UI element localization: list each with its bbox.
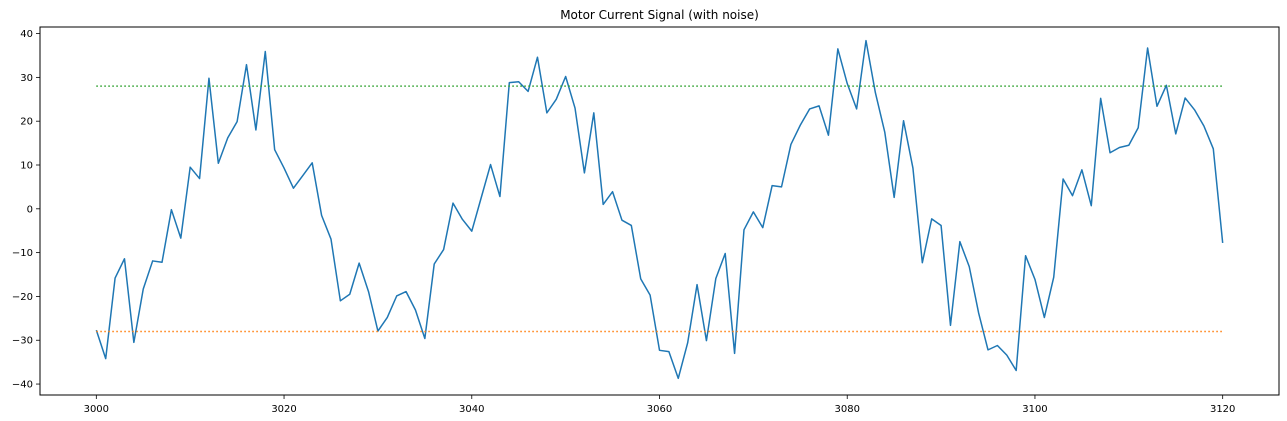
signal-line-0 <box>95 39 1224 380</box>
y-tick-label: 30 <box>20 73 33 84</box>
x-tick-label: 3060 <box>647 404 672 415</box>
y-tick-label: −40 <box>12 380 33 391</box>
y-tick-label: −30 <box>12 336 33 347</box>
y-tick-label: −10 <box>12 248 33 259</box>
axes-layer: 3000 3020 3040 3060 3080 3100 3120−40−30−20−10… <box>12 29 1236 415</box>
x-tick-label: 3020 <box>271 404 296 415</box>
x-tick-label: 3100 <box>1022 404 1047 415</box>
series-layer <box>95 39 1224 380</box>
y-tick-label: 0 <box>27 204 33 215</box>
plot-frame <box>39 26 1280 396</box>
x-tick-label: 3040 <box>459 404 484 415</box>
x-tick-label: 3000 <box>84 404 109 415</box>
y-tick-label: −20 <box>12 292 33 303</box>
x-tick-label: 3080 <box>835 404 860 415</box>
chart-title: Motor Current Signal (with noise) <box>560 8 759 22</box>
x-tick-label: 3120 <box>1210 404 1235 415</box>
y-tick-label: 10 <box>20 161 33 172</box>
y-tick-label: 40 <box>20 29 33 40</box>
y-tick-label: 20 <box>20 117 33 128</box>
